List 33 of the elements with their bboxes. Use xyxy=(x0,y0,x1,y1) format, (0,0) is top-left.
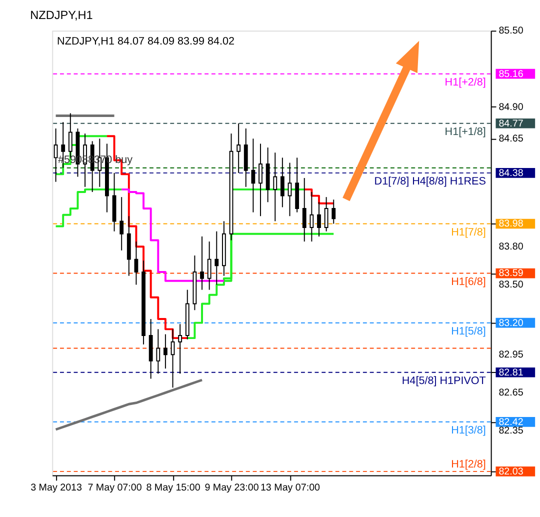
y-tick-label: 85.50 xyxy=(498,26,524,37)
ref-line-label: H1[+1/8] xyxy=(444,126,486,138)
y-tick-label: 83.59 xyxy=(498,268,524,280)
ref-line-label: H1[5/8] xyxy=(451,326,486,338)
y-tick-label: 84.38 xyxy=(498,168,524,179)
ref-line-label: H1[7/8] xyxy=(451,226,486,239)
y-tick-label: 83.20 xyxy=(498,318,524,329)
y-tick-label: 82.03 xyxy=(498,466,524,478)
y-tick-label: 83.98 xyxy=(498,218,524,230)
x-tick-label: 8 May 15:00 xyxy=(146,482,201,494)
y-tick-label: 84.65 xyxy=(498,134,524,145)
ref-line-label: H1[2/8] xyxy=(451,458,486,471)
x-tick-label: 3 May 2013 xyxy=(30,482,82,494)
y-tick-label: 85.16 xyxy=(498,68,524,80)
y-tick-label: 82.65 xyxy=(498,388,524,399)
x-tick-label: 7 May 07:00 xyxy=(88,482,142,494)
y-tick-label: 82.81 xyxy=(498,367,524,378)
chart-subtitle: NZDJPY,H1 84.07 84.09 83.99 84.02 xyxy=(57,35,235,48)
y-tick-label: 84.77 xyxy=(498,118,524,130)
y-tick-label: 82.35 xyxy=(498,426,524,437)
y-tick-label: 82.42 xyxy=(498,416,524,428)
ref-line-label: H1[3/8] xyxy=(451,424,486,437)
y-tick-label: 83.80 xyxy=(498,242,524,253)
ref-line-label: H4[5/8] H1PIVOT xyxy=(402,375,486,388)
y-tick-label: 84.90 xyxy=(498,102,524,113)
x-tick-label: 13 May 07:00 xyxy=(260,482,321,494)
ref-line-label: D1[7/8] H4[8/8] H1RES xyxy=(374,176,486,188)
chart-title: NZDJPY,H1 xyxy=(30,8,93,22)
ref-line-label: H1[6/8] xyxy=(451,276,486,288)
ref-line-label: H1[+2/8] xyxy=(444,76,486,89)
x-tick-label: 9 May 23:00 xyxy=(204,482,260,494)
y-tick-label: 82.95 xyxy=(498,350,524,361)
y-tick-label: 83.50 xyxy=(498,280,524,291)
